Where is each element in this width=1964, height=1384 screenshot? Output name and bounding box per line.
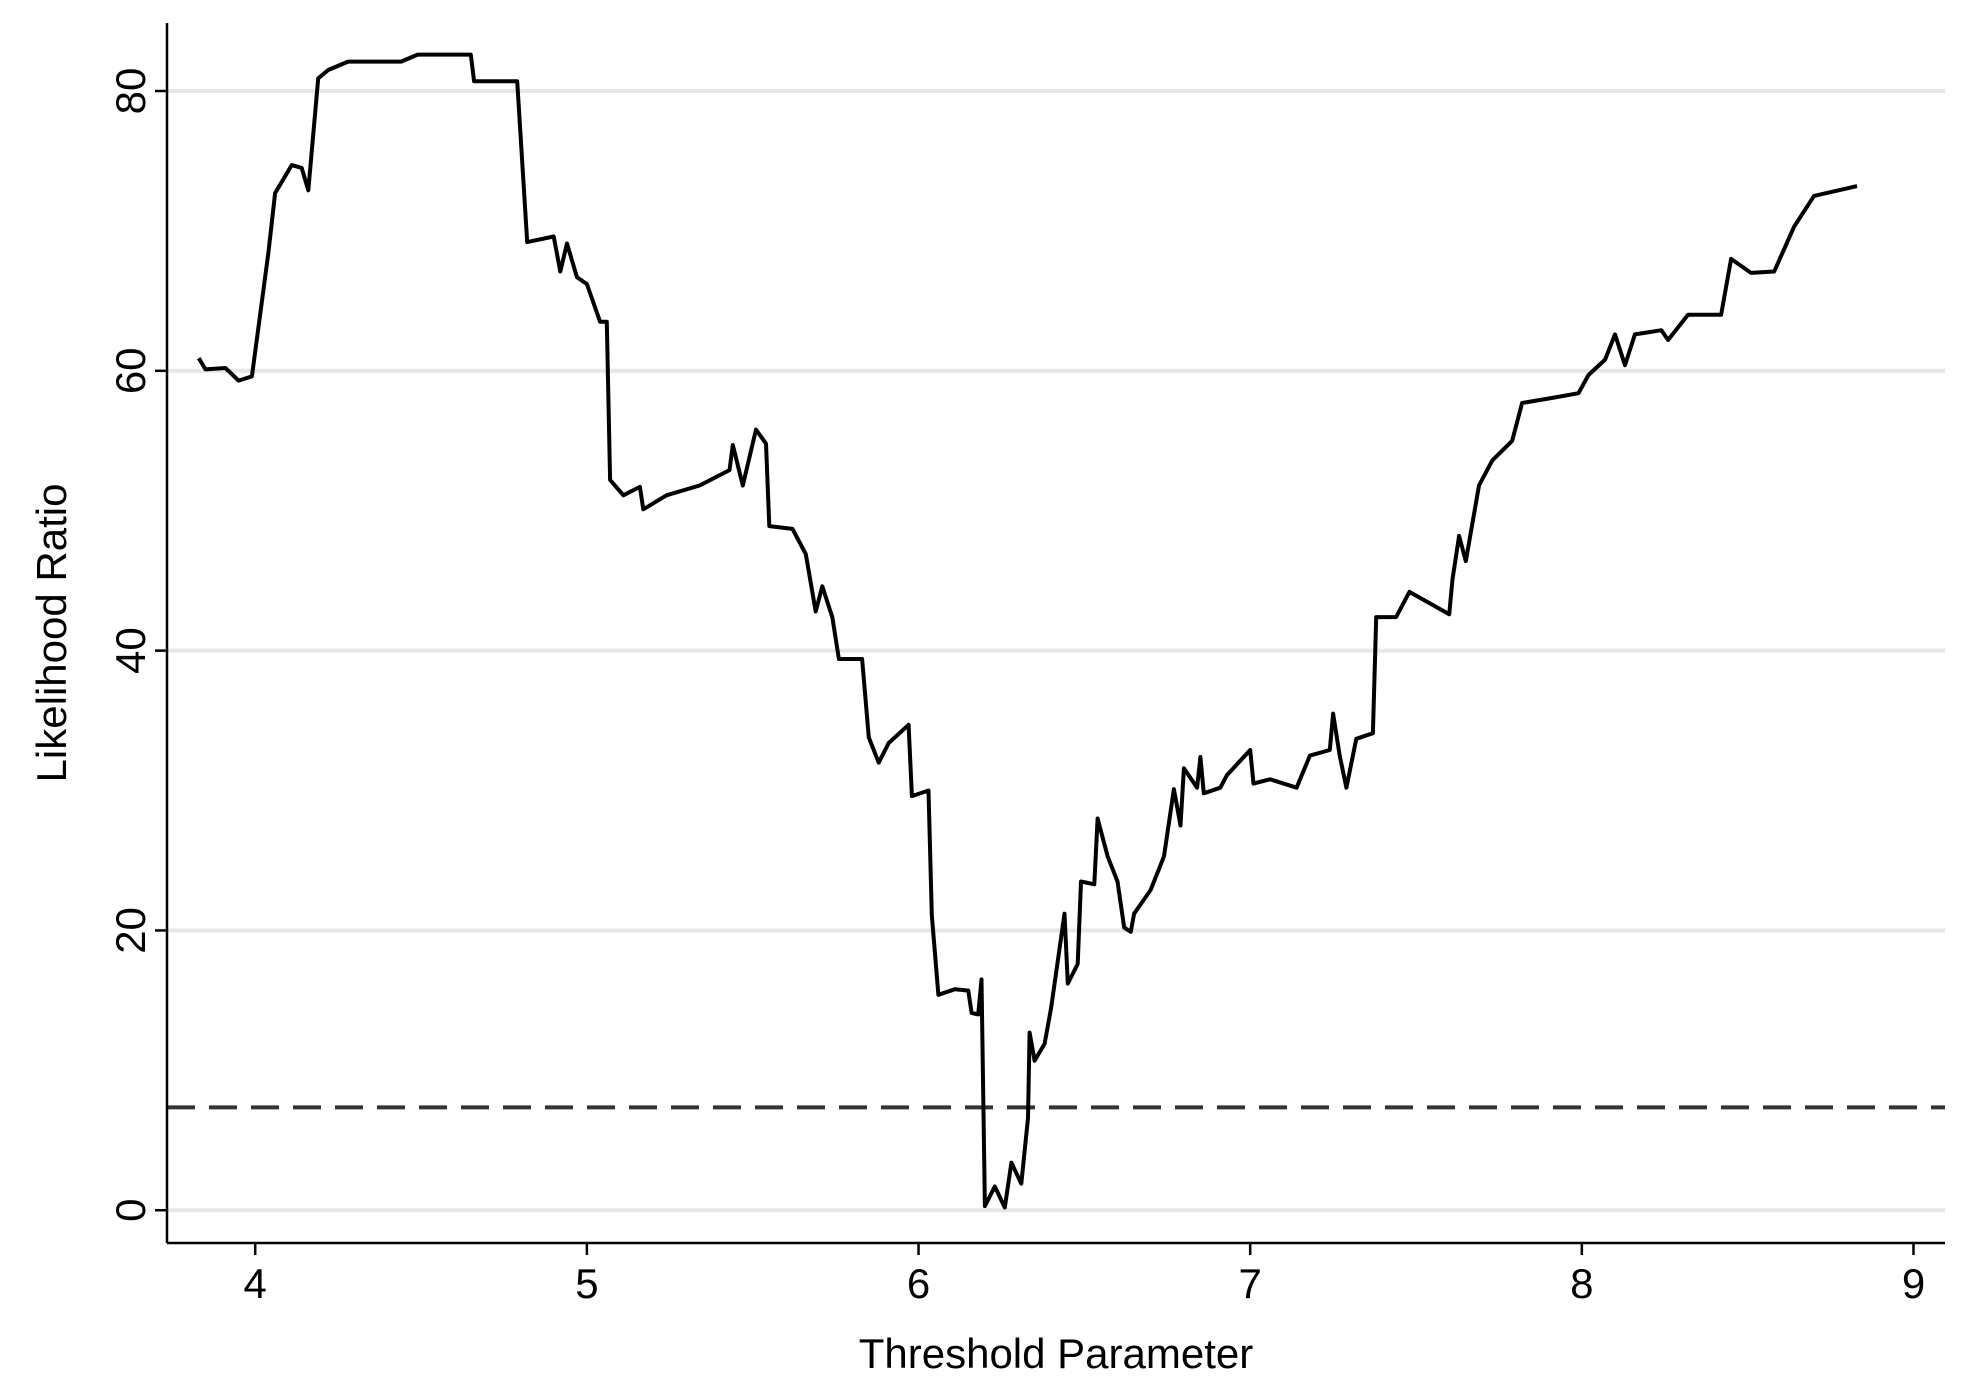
y-tick-label: 20 — [107, 907, 154, 954]
x-axis-label: Threshold Parameter — [859, 1330, 1254, 1377]
x-tick-label: 8 — [1570, 1260, 1593, 1307]
x-tick-label: 4 — [244, 1260, 267, 1307]
x-tick-label: 9 — [1902, 1260, 1925, 1307]
line-series — [197, 52, 1858, 1210]
y-tick-label: 60 — [107, 347, 154, 394]
x-tick-label: 6 — [907, 1260, 930, 1307]
y-axis-label: Likelihood Ratio — [28, 484, 75, 783]
x-tick-label: 7 — [1239, 1260, 1262, 1307]
y-tick-label: 80 — [107, 68, 154, 115]
y-tick-label: 0 — [107, 1199, 154, 1222]
x-tick-label: 5 — [575, 1260, 598, 1307]
y-tick-label: 40 — [107, 627, 154, 674]
